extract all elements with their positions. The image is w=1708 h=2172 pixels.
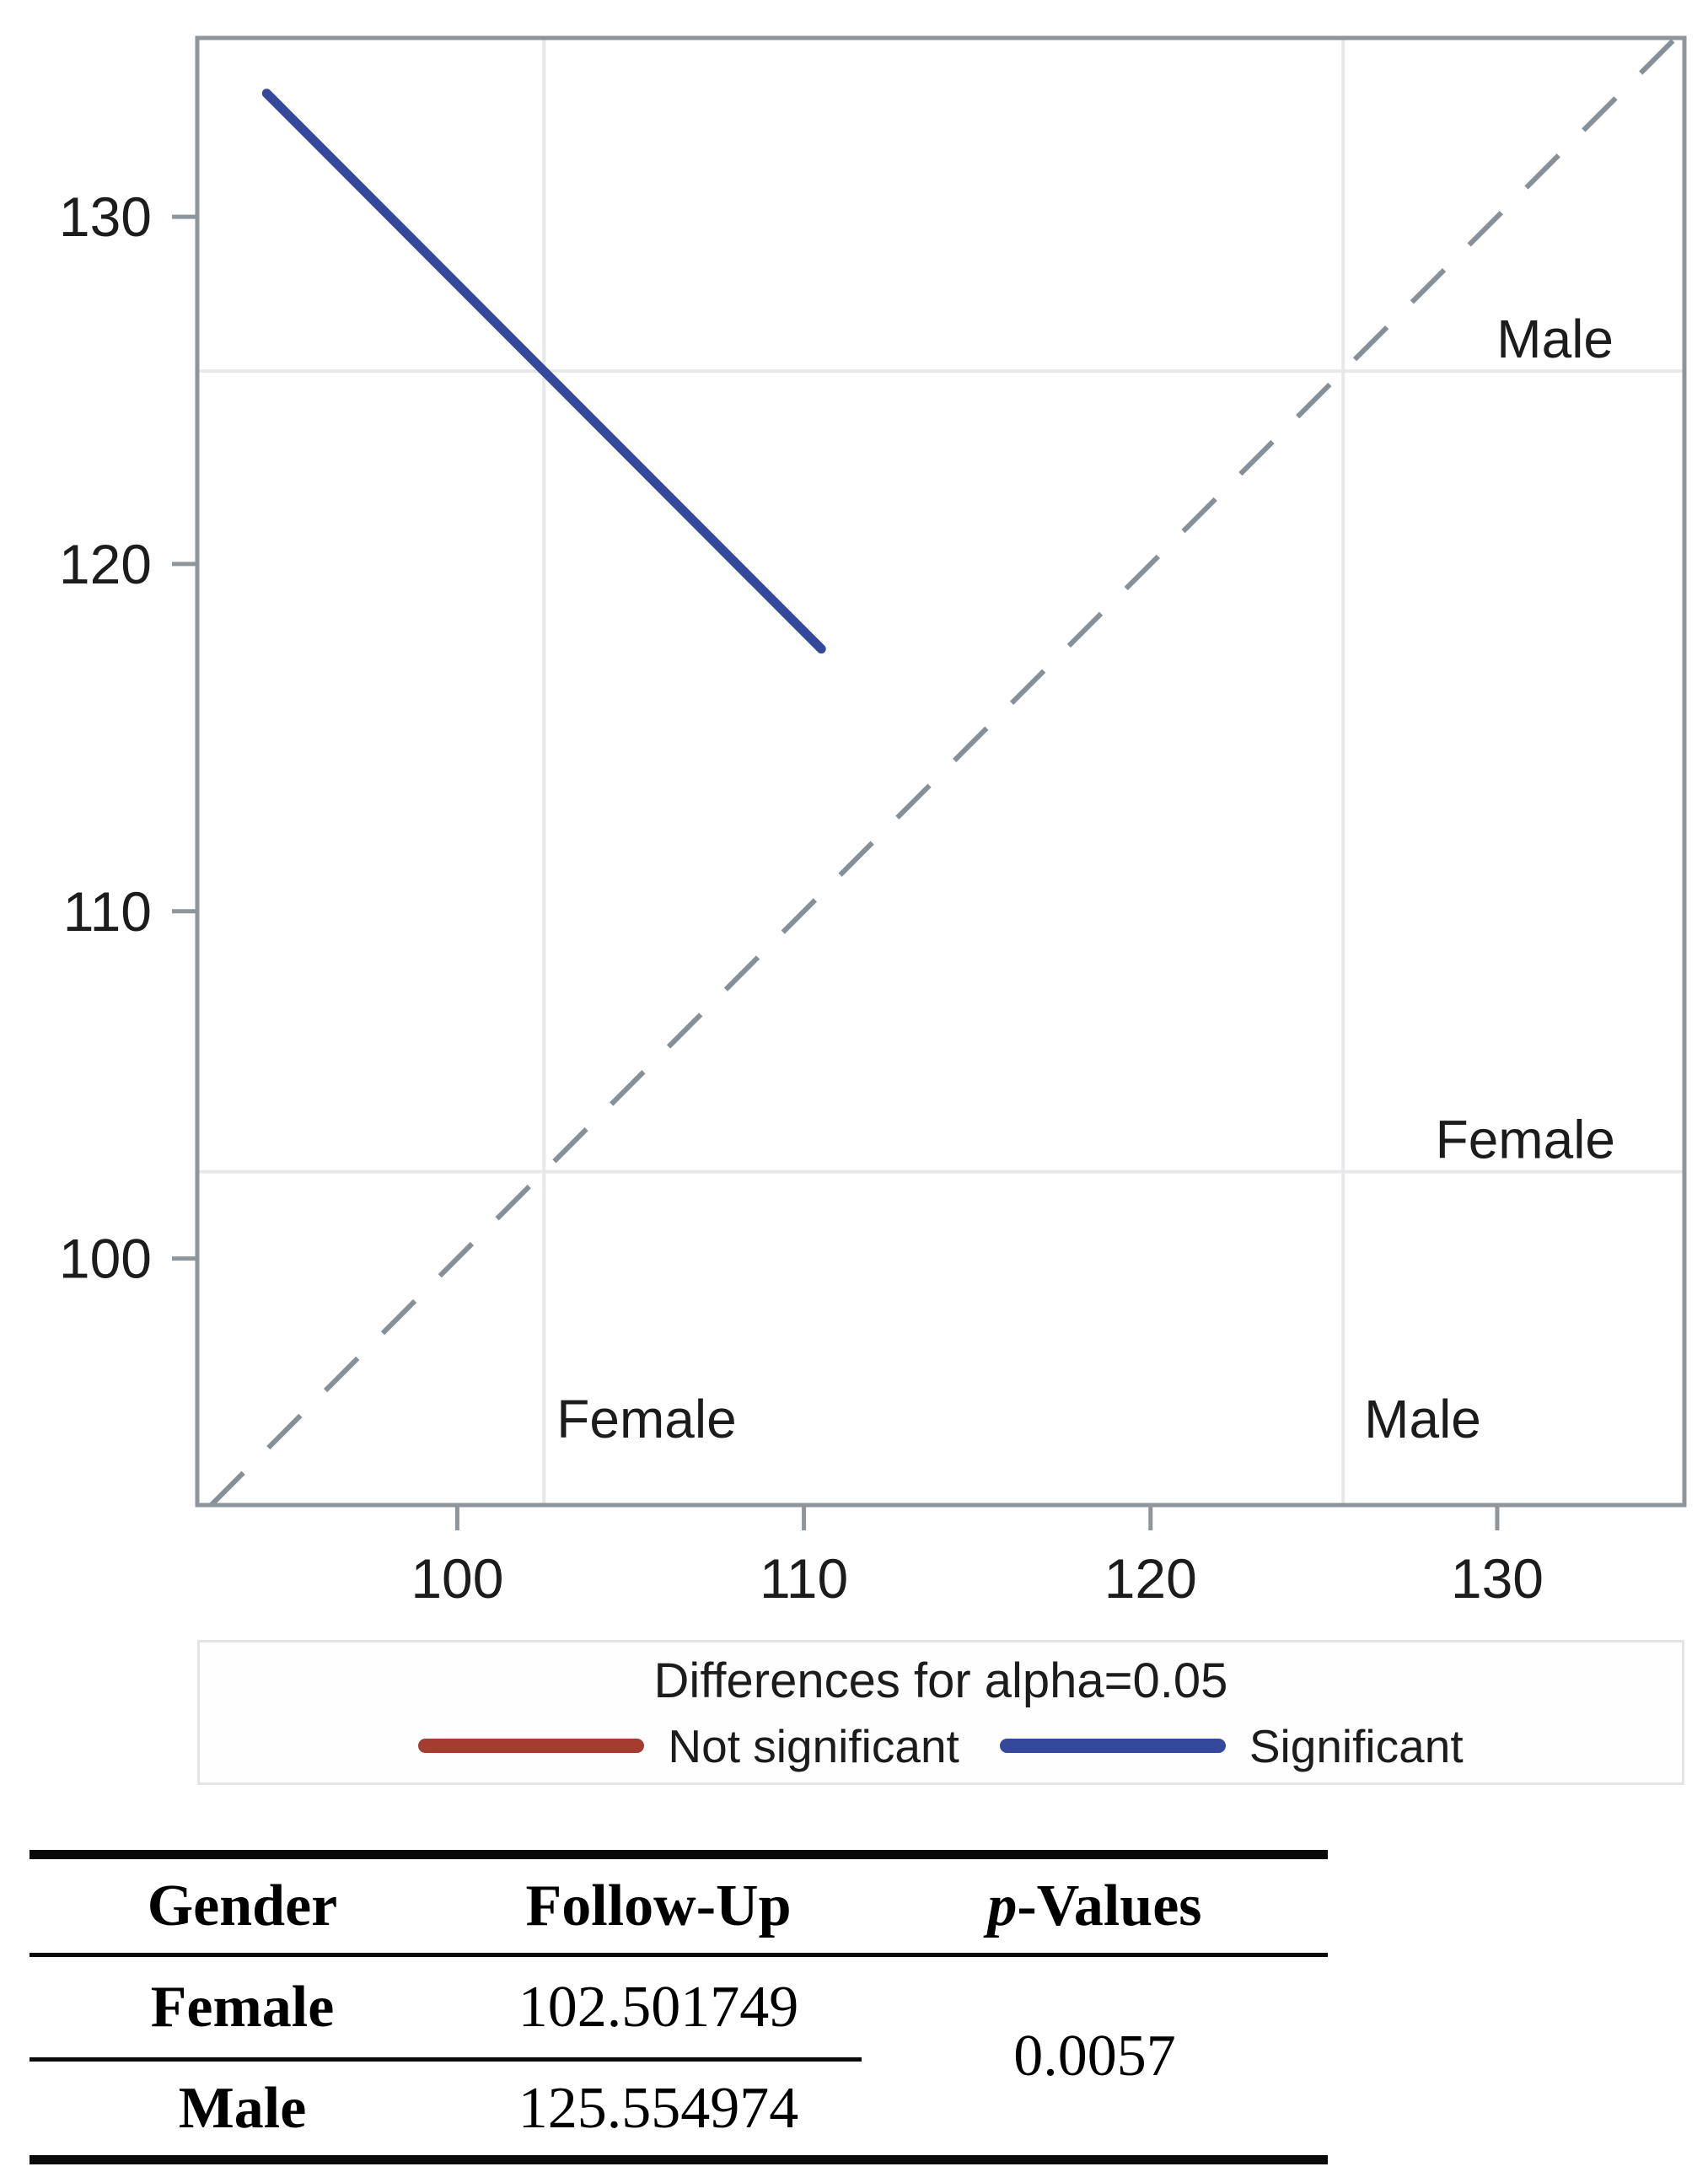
table-cell-followup-female: 102.501749: [518, 1974, 799, 2040]
legend-item-label: Significant: [1249, 1719, 1464, 1772]
legend-box: Differences for alpha=0.05 Not significa…: [197, 1640, 1684, 1785]
identity-reference-line: [209, 35, 1678, 1508]
table-header-followup: Follow-Up: [525, 1873, 792, 1938]
legend-item-label: Not significant: [668, 1719, 959, 1772]
table-header-pvalues: p -Values: [862, 1859, 1328, 1953]
y-axis-tick-label: 100: [59, 1228, 152, 1290]
y-axis-tick-label: 110: [63, 880, 152, 943]
y-axis-tick-label: 130: [59, 185, 152, 248]
plot-border: [195, 35, 1687, 1508]
table-rule-row-separator: [30, 2057, 862, 2062]
table-rule-top: [30, 1850, 1328, 1859]
legend-item-significant: Significant: [999, 1719, 1464, 1773]
female-mean-column-label: Female: [556, 1389, 736, 1449]
table-header-gender: Gender: [147, 1873, 338, 1938]
male-mean-column-label: Male: [1364, 1389, 1481, 1449]
diffogram-chart: 100 110 120 130 100 110 120 130 Male Female Female…: [59, 35, 1687, 1610]
table-cell-pvalue: 0.0057: [1013, 2023, 1176, 2089]
x-axis-tick-label: 100: [411, 1547, 503, 1610]
confidence-interval-line: [261, 89, 826, 654]
table-cell-gender-male: Male: [178, 2075, 307, 2141]
legend-title: Differences for alpha=0.05: [653, 1653, 1228, 1708]
not-significant-line-swatch: [418, 1739, 645, 1753]
x-axis-tick-label: 120: [1104, 1547, 1197, 1610]
table-rule-bottom: [30, 2155, 1328, 2164]
table-rule-header-separator: [30, 1953, 1328, 1957]
legend-item-not-significant: Not significant: [418, 1719, 959, 1773]
x-axis-tick-label: 110: [760, 1547, 848, 1610]
x-axis-tick-label: 130: [1451, 1547, 1544, 1610]
table-cell-gender-female: Female: [150, 1974, 335, 2040]
y-axis-tick-label: 120: [59, 533, 152, 595]
p-header-italic: p: [987, 1873, 1018, 1938]
significant-line-swatch: [999, 1739, 1226, 1753]
table-cell-followup-male: 125.554974: [518, 2075, 799, 2141]
p-header-rest: -Values: [1017, 1873, 1202, 1938]
female-mean-row-label: Female: [1436, 1110, 1615, 1170]
male-mean-row-label: Male: [1496, 309, 1614, 369]
legend-items: Not significant Significant: [418, 1719, 1464, 1773]
